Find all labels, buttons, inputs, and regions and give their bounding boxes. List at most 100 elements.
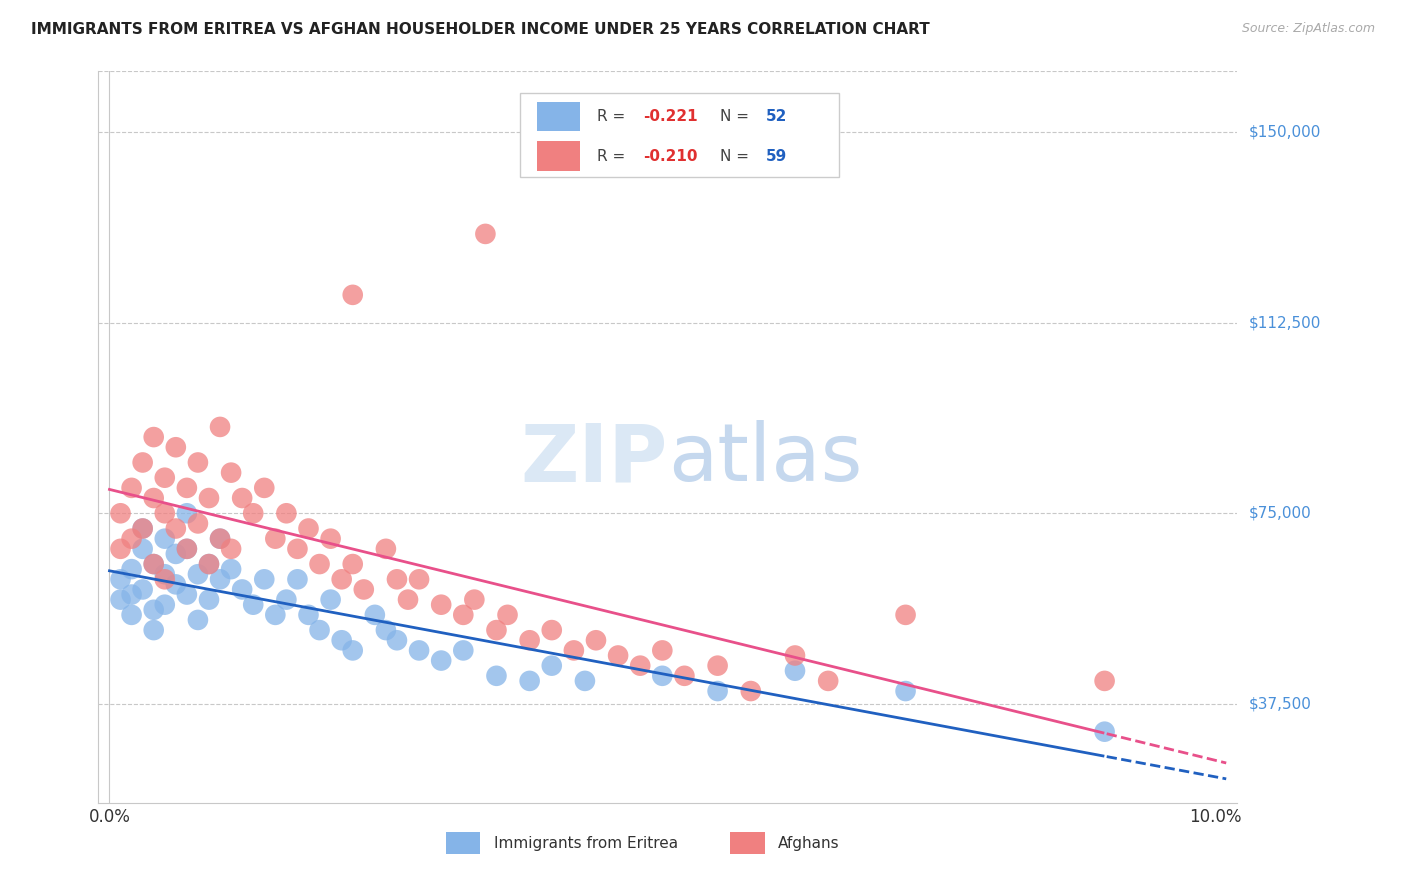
Point — [264, 532, 287, 546]
Point — [110, 572, 132, 586]
Point — [153, 567, 176, 582]
Point — [276, 592, 298, 607]
Point — [585, 633, 607, 648]
Text: R =: R = — [598, 109, 630, 124]
Point — [1094, 724, 1116, 739]
Point — [264, 607, 287, 622]
Point — [187, 613, 209, 627]
Point — [131, 521, 153, 535]
Text: Afghans: Afghans — [779, 836, 839, 851]
Point — [706, 658, 728, 673]
Point — [187, 516, 209, 531]
Point — [308, 623, 330, 637]
Point — [153, 598, 176, 612]
Point — [574, 673, 596, 688]
Point — [408, 643, 430, 657]
Point — [276, 506, 298, 520]
Point — [242, 598, 264, 612]
Point — [342, 288, 364, 302]
Point — [165, 577, 187, 591]
Point — [519, 633, 541, 648]
Point — [153, 471, 176, 485]
Text: 59: 59 — [766, 149, 787, 163]
Point — [562, 643, 585, 657]
Point — [783, 664, 806, 678]
Point — [142, 557, 165, 571]
Point — [430, 654, 453, 668]
Point — [131, 455, 153, 469]
Point — [353, 582, 375, 597]
Point — [110, 541, 132, 556]
Point — [142, 557, 165, 571]
Text: ZIP: ZIP — [520, 420, 668, 498]
Point — [242, 506, 264, 520]
Point — [485, 669, 508, 683]
Point — [176, 541, 198, 556]
Point — [165, 521, 187, 535]
Point — [253, 481, 276, 495]
Point — [142, 603, 165, 617]
Point — [198, 557, 221, 571]
Text: Immigrants from Eritrea: Immigrants from Eritrea — [494, 836, 678, 851]
Text: Source: ZipAtlas.com: Source: ZipAtlas.com — [1241, 22, 1375, 36]
Point — [165, 440, 187, 454]
Point — [142, 430, 165, 444]
FancyBboxPatch shape — [537, 142, 581, 170]
Point — [342, 557, 364, 571]
Point — [374, 623, 396, 637]
Text: N =: N = — [720, 109, 754, 124]
Point — [142, 491, 165, 505]
FancyBboxPatch shape — [446, 832, 479, 854]
Point — [297, 607, 319, 622]
Text: $150,000: $150,000 — [1249, 125, 1320, 140]
Point — [430, 598, 453, 612]
Point — [287, 572, 309, 586]
Point — [385, 572, 408, 586]
Point — [817, 673, 839, 688]
Point — [330, 633, 353, 648]
Point — [474, 227, 496, 241]
Point — [385, 633, 408, 648]
Point — [673, 669, 696, 683]
Point — [519, 673, 541, 688]
Point — [453, 607, 475, 622]
Point — [131, 541, 153, 556]
Point — [607, 648, 630, 663]
Point — [121, 562, 143, 576]
Text: $112,500: $112,500 — [1249, 315, 1320, 330]
Point — [187, 455, 209, 469]
Point — [706, 684, 728, 698]
FancyBboxPatch shape — [520, 94, 839, 178]
Point — [651, 643, 673, 657]
Point — [198, 592, 221, 607]
Point — [131, 582, 153, 597]
Point — [110, 592, 132, 607]
Point — [287, 541, 309, 556]
Point — [110, 506, 132, 520]
Point — [894, 607, 917, 622]
Point — [231, 582, 253, 597]
Point — [121, 481, 143, 495]
Point — [121, 532, 143, 546]
Point — [330, 572, 353, 586]
Point — [297, 521, 319, 535]
Point — [219, 541, 242, 556]
Point — [176, 481, 198, 495]
Point — [219, 466, 242, 480]
Point — [176, 506, 198, 520]
Text: $37,500: $37,500 — [1249, 697, 1312, 711]
Point — [540, 623, 562, 637]
Text: atlas: atlas — [668, 420, 862, 498]
Point — [408, 572, 430, 586]
Point — [176, 541, 198, 556]
Point — [308, 557, 330, 571]
Point — [153, 506, 176, 520]
Point — [894, 684, 917, 698]
Point — [165, 547, 187, 561]
Point — [209, 532, 232, 546]
Point — [628, 658, 651, 673]
Point — [496, 607, 519, 622]
Point — [121, 607, 143, 622]
Point — [153, 532, 176, 546]
Point — [740, 684, 762, 698]
